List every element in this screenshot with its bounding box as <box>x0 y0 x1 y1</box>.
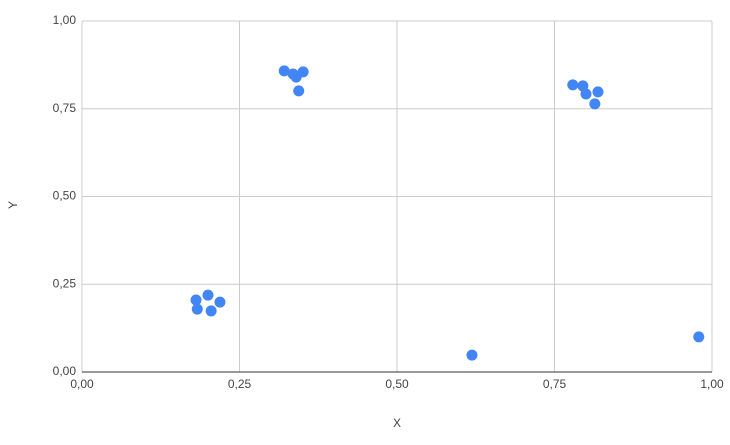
point <box>580 88 592 100</box>
x-axis-title: X <box>393 416 401 430</box>
x-tick-label: 0,25 <box>228 377 252 391</box>
point <box>592 86 604 98</box>
y-axis-title: Y <box>6 201 20 209</box>
point <box>202 289 214 301</box>
point <box>567 79 579 91</box>
point <box>293 85 305 97</box>
x-tick-label: 0,50 <box>385 377 409 391</box>
y-tick-label: 0,50 <box>53 189 77 203</box>
point <box>191 303 203 315</box>
point <box>466 349 478 361</box>
y-tick-label: 0,00 <box>53 364 77 378</box>
point <box>693 331 705 343</box>
point <box>205 305 217 317</box>
x-tick-label: 0,75 <box>543 377 567 391</box>
point <box>278 65 290 77</box>
x-tick-label: 1,00 <box>700 377 724 391</box>
y-tick-label: 1,00 <box>53 13 77 27</box>
x-tick-label: 0,00 <box>70 377 94 391</box>
point <box>589 98 601 110</box>
point <box>214 296 226 308</box>
point <box>297 66 309 78</box>
y-tick-label: 0,75 <box>53 101 77 115</box>
y-tick-label: 0,25 <box>53 276 77 290</box>
point <box>190 294 202 306</box>
